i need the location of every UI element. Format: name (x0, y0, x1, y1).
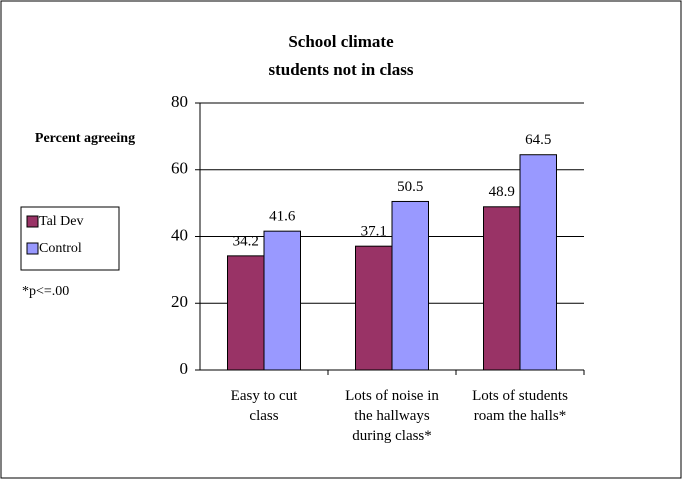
data-label: 41.6 (269, 209, 296, 225)
y-tick-label: 60 (171, 159, 188, 178)
data-label: 64.5 (525, 132, 551, 148)
legend-label: Control (39, 241, 82, 256)
bar (519, 154, 557, 371)
bar (483, 206, 521, 371)
x-tick-label: Lots of students roam the halls* (472, 388, 568, 424)
legend-label: Tal Dev (39, 214, 84, 229)
bar (263, 230, 301, 371)
y-tick-label: 40 (171, 225, 188, 244)
data-label: 37.1 (361, 224, 387, 240)
x-tick-label: Lots of noise in the hallways during cla… (345, 388, 439, 444)
bar (391, 200, 429, 371)
data-label: 34.2 (233, 233, 259, 249)
bar (227, 255, 265, 371)
y-tick-label: 80 (171, 92, 188, 111)
data-label: 50.5 (397, 179, 423, 195)
y-axis-label: Percent agreeing (35, 131, 135, 146)
y-tick-label: 0 (180, 359, 189, 378)
annotation: *p<=.00 (22, 284, 69, 299)
x-tick-label: Easy to cut class (230, 388, 298, 424)
data-label: 48.9 (489, 184, 515, 200)
chart-title: School climate students not in class (268, 32, 414, 79)
legend-swatch (26, 215, 39, 228)
legend-swatch (26, 242, 39, 255)
bar (355, 245, 393, 371)
y-tick-label: 20 (171, 292, 188, 311)
